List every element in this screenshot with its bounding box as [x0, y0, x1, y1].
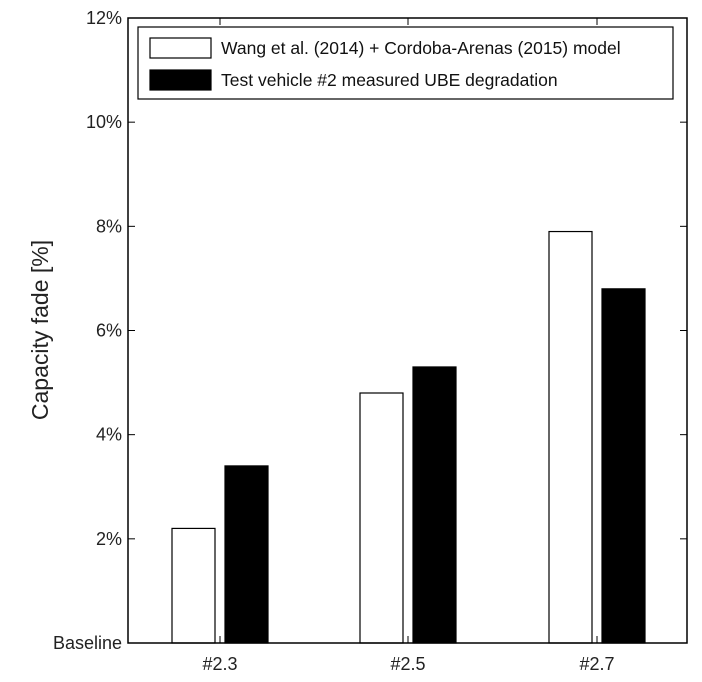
bar-measured-1 [412, 366, 457, 644]
legend-box [137, 26, 674, 100]
y-tick-label-5: 10% [86, 112, 122, 132]
x-tick-label-0: #2.3 [202, 654, 237, 674]
y-tick-label-6: 12% [86, 8, 122, 28]
legend-swatch-measured [149, 69, 212, 91]
bars-group [171, 230, 646, 644]
bar-model-0 [171, 527, 216, 644]
bar-measured-0 [224, 465, 269, 644]
legend: Wang et al. (2014) + Cordoba-Arenas (201… [137, 26, 674, 100]
plot-area-frame [127, 17, 688, 644]
y-tick-label-2: 4% [96, 425, 122, 445]
y-tick-label-1: 2% [96, 529, 122, 549]
legend-label-model: Wang et al. (2014) + Cordoba-Arenas (201… [221, 38, 621, 58]
legend-swatch-model [149, 37, 212, 59]
bar-measured-2 [601, 288, 646, 644]
y-axis-label: Capacity fade [%] [27, 240, 53, 420]
x-tick-label-2: #2.7 [579, 654, 614, 674]
y-tick-label-4: 8% [96, 216, 122, 236]
x-tick-label-1: #2.5 [390, 654, 425, 674]
bar-model-2 [548, 230, 593, 644]
bar-model-1 [359, 392, 404, 644]
legend-label-measured: Test vehicle #2 measured UBE degradation [221, 70, 558, 90]
y-tick-label-3: 6% [96, 321, 122, 341]
y-tick-label-0: Baseline [53, 633, 122, 653]
